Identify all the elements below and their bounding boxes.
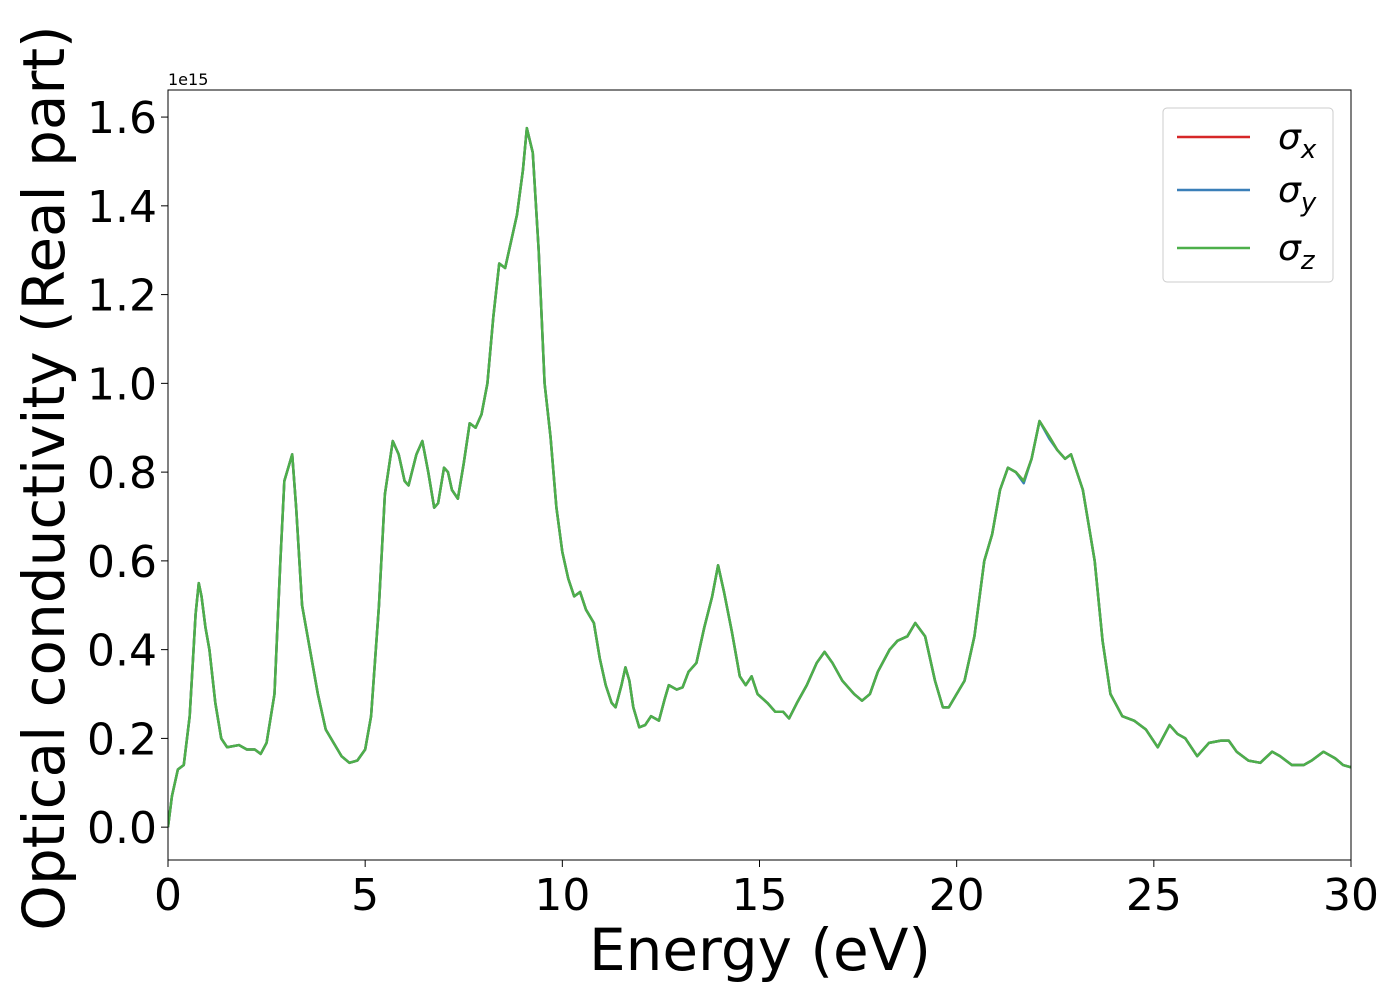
y-tick-label: 1.0	[87, 359, 157, 410]
x-axis-label: Energy (eV)	[589, 916, 931, 984]
y-tick-label: 1.4	[87, 182, 157, 233]
legend-box	[1162, 107, 1334, 283]
x-tick-label: 10	[534, 870, 590, 921]
x-tick-label: 0	[154, 870, 182, 921]
y-tick-label: 0.4	[87, 626, 157, 677]
x-tick-label: 25	[1126, 870, 1182, 921]
x-tick-label: 20	[929, 870, 985, 921]
y-tick-label: 0.8	[87, 448, 157, 499]
y-axis-label: Optical conductivity (Real part)	[10, 25, 78, 930]
y-tick-label: 0.2	[87, 714, 157, 765]
x-tick-label: 5	[351, 870, 379, 921]
y-tick-label: 1.6	[87, 93, 157, 144]
legend-label: σz	[1278, 228, 1316, 276]
y-tick-label: 1.2	[87, 271, 157, 322]
series-line	[168, 126, 1351, 828]
y-tick-label: 0.0	[87, 803, 157, 854]
legend-label: σy	[1278, 170, 1317, 218]
plot-frame	[167, 89, 1352, 861]
legend-label: σx	[1278, 117, 1317, 165]
x-tick-label: 30	[1323, 870, 1379, 921]
y-offset-label: 1e15	[168, 70, 208, 89]
x-tick-label: 15	[732, 870, 788, 921]
y-tick-label: 0.6	[87, 537, 157, 588]
